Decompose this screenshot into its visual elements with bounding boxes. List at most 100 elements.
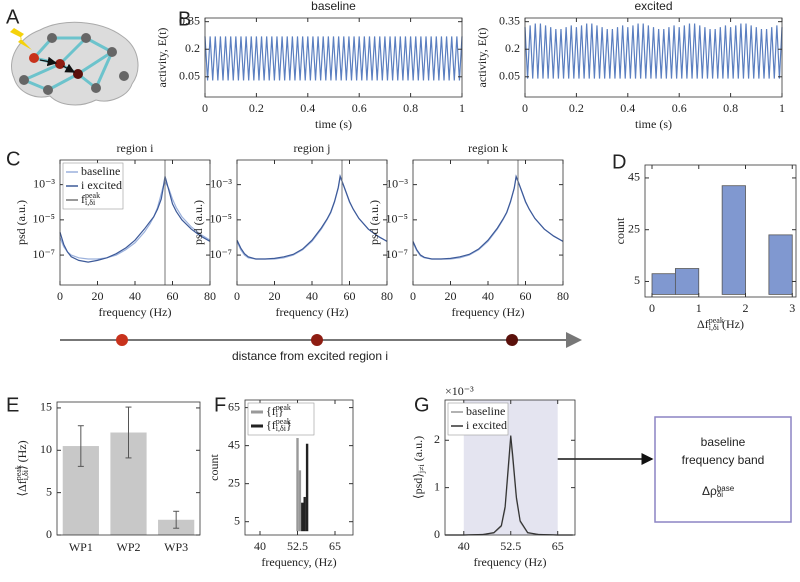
band-box-line1: baseline	[701, 435, 746, 449]
panel-label: A	[6, 6, 20, 28]
x-tick-label: 60	[520, 289, 532, 303]
bar	[298, 470, 302, 532]
y-tick-label: 10⁻⁷	[385, 247, 408, 261]
chart-title: region k	[468, 141, 508, 155]
x-tick-label: 0.2	[569, 101, 584, 115]
y-axis-label: count	[207, 454, 221, 481]
bar	[305, 443, 309, 532]
text-part: i,δi	[85, 198, 96, 207]
chart: 40 52.5 65 5 25 45 65	[228, 399, 354, 553]
x-axis-label: frequency (Hz)	[452, 305, 525, 319]
x-tick-label: 0	[234, 289, 240, 303]
x-tick-label: 0	[649, 301, 655, 315]
line	[412, 174, 564, 260]
x-tick-label: 80	[381, 289, 393, 303]
x-axis-label: Δfpeak i,δi (Hz)	[697, 316, 744, 331]
bar	[303, 496, 306, 532]
y-tick-label: 25	[628, 221, 640, 235]
distance-dot	[506, 334, 518, 346]
line	[412, 175, 564, 260]
x-tick-label: WP2	[117, 540, 141, 554]
text-part: peak	[276, 417, 291, 426]
legend-box	[247, 402, 315, 436]
y-tick-label: 10⁻⁷	[209, 247, 232, 261]
bar	[296, 438, 299, 532]
node-j	[55, 59, 65, 69]
text-part: ⟨Δf	[15, 480, 29, 496]
lightning	[10, 28, 32, 50]
x-tick-label: 60	[344, 289, 356, 303]
x-tick-label: 65	[552, 539, 564, 553]
text-part: peak	[14, 465, 23, 480]
x-tick-label: 40	[254, 539, 266, 553]
x-tick-label: 20	[92, 289, 104, 303]
y-tick-label: 0	[434, 527, 440, 541]
axes-frame	[644, 164, 797, 298]
text-part: Δf	[697, 317, 709, 331]
y-tick-label: 45	[228, 437, 240, 451]
y-tick-label: 65	[228, 399, 240, 413]
text-part: (Hz)	[719, 317, 744, 331]
y-axis-label: count	[613, 217, 627, 244]
x-tick-label: 40	[482, 289, 494, 303]
chart: 0 20 40 60 80 10⁻⁷ 10⁻⁵ 10⁻³ region k	[385, 141, 569, 303]
panel-label: D	[612, 151, 626, 173]
y-axis-label: psd (a.u.)	[191, 200, 205, 245]
x-tick-label: 60	[167, 289, 179, 303]
text-part: δi	[717, 490, 723, 499]
chart: 0 0.2 0.4 0.6 0.8 1 0.05 0.2 0.35 baseline	[179, 0, 465, 115]
y-tick-label: 10⁻⁵	[385, 212, 408, 226]
chart: 0 20 40 60 80 10⁻⁷ 10⁻⁵ 10⁻³ region i	[32, 141, 216, 303]
y-tick-label: 0.35	[179, 13, 200, 27]
text-part: peak	[85, 191, 100, 200]
band-box-line2: frequency band	[682, 453, 765, 467]
text-part: (a.u.)	[411, 436, 425, 464]
y-tick-label: 15	[40, 400, 52, 414]
text-part: i	[276, 410, 279, 419]
panel-label: G	[414, 394, 430, 416]
text-part: {f	[266, 418, 276, 432]
line	[236, 173, 388, 260]
x-tick-label: 3	[789, 301, 795, 315]
text-part: ⟩ (Hz)	[15, 440, 29, 470]
line	[59, 180, 211, 260]
x-tick-label: 0.6	[352, 101, 367, 115]
y-axis-label: ⟨psd⟩j≠i (a.u.)	[411, 436, 426, 499]
y-tick-label: 10⁻³	[33, 176, 55, 190]
y-tick-label: 0.35	[499, 13, 520, 27]
legend-label: baseline	[81, 164, 120, 178]
x-tick-label: 80	[557, 289, 569, 303]
x-tick-label: WP3	[164, 540, 188, 554]
chart-title: excited	[634, 0, 672, 13]
x-tick-label: 2	[743, 301, 749, 315]
chart: 0 1 2 3 5 25 45	[628, 164, 797, 315]
y-tick-label: 5	[46, 484, 52, 498]
y-tick-label: 1	[434, 479, 440, 493]
text-part: i,δi	[276, 424, 287, 433]
y-tick-label: 10⁻⁵	[209, 212, 232, 226]
y-tick-label: 45	[628, 170, 640, 184]
x-tick-label: 52.5	[287, 539, 308, 553]
line	[445, 435, 573, 536]
x-axis-label: frequency (Hz)	[276, 305, 349, 319]
x-axis-label: time (s)	[315, 117, 352, 131]
hist-bar	[651, 273, 676, 295]
panel-label: C	[6, 148, 20, 170]
x-tick-label: 40	[306, 289, 318, 303]
y-tick-label: 0.2	[185, 41, 200, 55]
chart: 0 0.2 0.4 0.6 0.8 1 0.05 0.2 0.35 excited	[499, 0, 785, 115]
x-tick-label: 0	[57, 289, 63, 303]
text-part: ⟨psd⟩	[411, 473, 425, 499]
y-tick-label: 25	[228, 475, 240, 489]
x-tick-label: 0	[522, 101, 528, 115]
y-axis-label: activity, E(t)	[475, 28, 489, 88]
chart: 40 52.5 65 0 1 2 ×10⁻³	[434, 384, 576, 553]
y-tick-label: 2	[434, 432, 440, 446]
legend-label: {fpeak i}	[266, 403, 291, 418]
text-part: i,δi	[709, 323, 720, 332]
hist-bar	[768, 234, 793, 295]
x-tick-label: 0	[410, 289, 416, 303]
x-tick-label: 20	[445, 289, 457, 303]
arrow	[39, 56, 58, 67]
chart-title: region i	[117, 141, 155, 155]
